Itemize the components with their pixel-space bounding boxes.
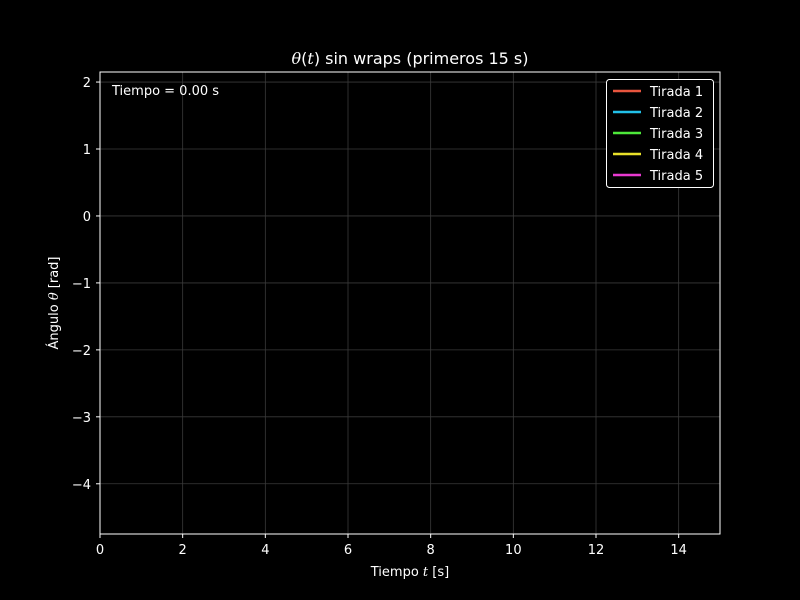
y-tick-label: 0 bbox=[83, 210, 91, 225]
time-annotation: Tiempo = 0.00 s bbox=[111, 84, 219, 99]
legend-label: Tirada 5 bbox=[649, 169, 703, 184]
x-axis-label: Tiempo t [s] bbox=[370, 565, 449, 580]
y-tick-label: −2 bbox=[72, 344, 91, 359]
legend-label: Tirada 1 bbox=[649, 85, 703, 100]
legend-label: Tirada 2 bbox=[649, 106, 703, 121]
y-ticks: 2 1 0 −1 −2 −3 −4 bbox=[72, 76, 100, 493]
x-tick-label: 10 bbox=[505, 543, 522, 558]
x-tick-label: 8 bbox=[427, 543, 435, 558]
legend: Tirada 1 Tirada 2 Tirada 3 Tirada 4 Tirada 5 bbox=[606, 79, 714, 188]
y-tick-label: 1 bbox=[83, 143, 91, 158]
y-tick-label: 2 bbox=[83, 76, 91, 91]
x-tick-label: 2 bbox=[179, 543, 187, 558]
chart-title: θ(t) sin wraps (primeros 15 s) bbox=[291, 49, 528, 68]
x-tick-label: 4 bbox=[261, 543, 269, 558]
y-tick-label: −1 bbox=[72, 277, 91, 292]
legend-label: Tirada 4 bbox=[649, 148, 703, 163]
legend-box bbox=[606, 79, 714, 188]
x-tick-label: 14 bbox=[670, 543, 687, 558]
x-tick-label: 0 bbox=[96, 543, 104, 558]
x-tick-label: 12 bbox=[588, 543, 605, 558]
x-tick-label: 6 bbox=[344, 543, 352, 558]
y-tick-label: −4 bbox=[72, 478, 91, 493]
axes-frame bbox=[99, 71, 721, 535]
x-ticks: 0 2 4 6 8 10 12 14 bbox=[96, 534, 687, 558]
y-tick-label: −3 bbox=[72, 411, 91, 426]
legend-label: Tirada 3 bbox=[649, 127, 703, 142]
y-axis-label: Ángulo θ [rad] bbox=[46, 257, 62, 350]
